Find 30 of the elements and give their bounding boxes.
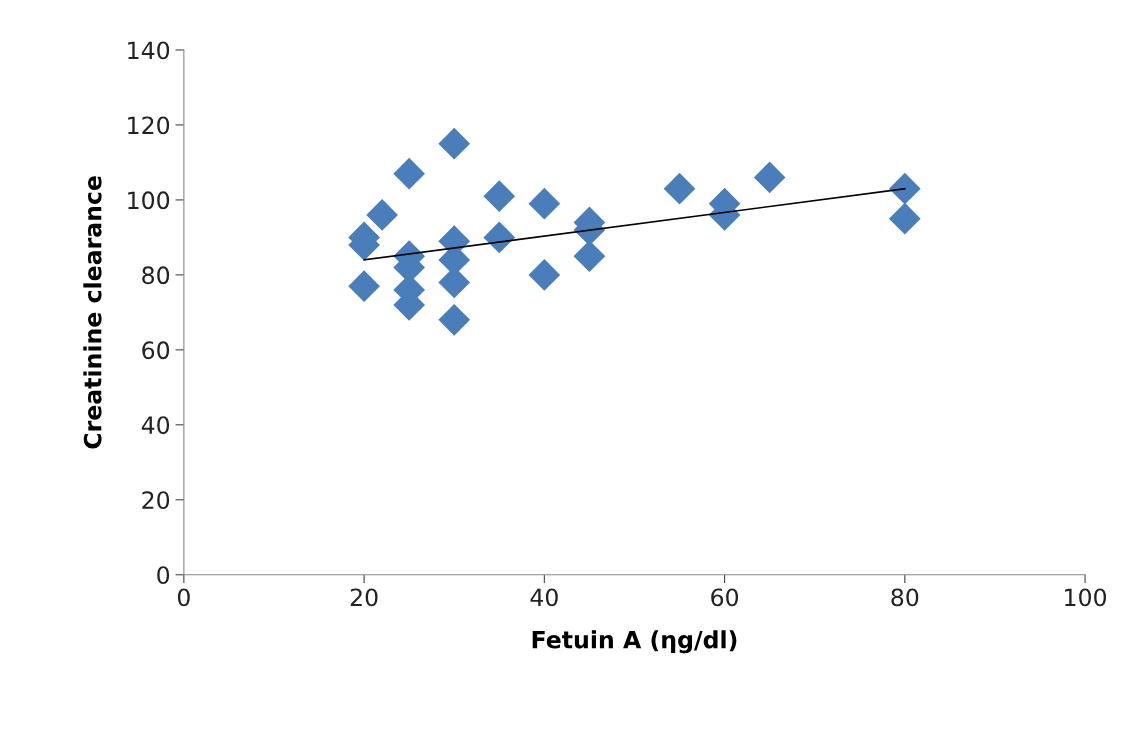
point — [528, 259, 561, 291]
x-tick-label: 100 — [1065, 588, 1107, 607]
y-tick-label: 60 — [142, 341, 170, 360]
point — [888, 172, 921, 205]
point — [528, 187, 561, 220]
point — [483, 180, 516, 213]
y-tick-label: 40 — [141, 416, 170, 435]
y-tick-label: 20 — [142, 491, 170, 510]
point — [366, 199, 398, 231]
x-tick-label: 60 — [711, 588, 739, 607]
point — [753, 161, 786, 194]
point — [663, 172, 696, 205]
x-tick-label: 20 — [350, 588, 378, 607]
y-tick-label: 100 — [128, 191, 170, 210]
x-tick-label: 40 — [530, 588, 558, 607]
y-tick-label: 120 — [128, 116, 170, 135]
point — [573, 240, 606, 272]
point — [348, 270, 380, 302]
point — [438, 304, 471, 336]
x-axis-title: Fetuin A (ηg/dl) — [532, 630, 737, 654]
y-axis-title: Creatinine clearance — [83, 176, 102, 449]
x-tick-label: 0 — [177, 588, 190, 607]
y-tick-label: 0 — [157, 566, 170, 585]
x-tick-label: 80 — [891, 588, 919, 607]
point — [483, 221, 516, 254]
y-tick-label: 140 — [128, 41, 170, 60]
point — [438, 127, 471, 160]
y-tick-label: 80 — [142, 266, 170, 285]
point — [888, 202, 921, 235]
point — [393, 157, 425, 190]
